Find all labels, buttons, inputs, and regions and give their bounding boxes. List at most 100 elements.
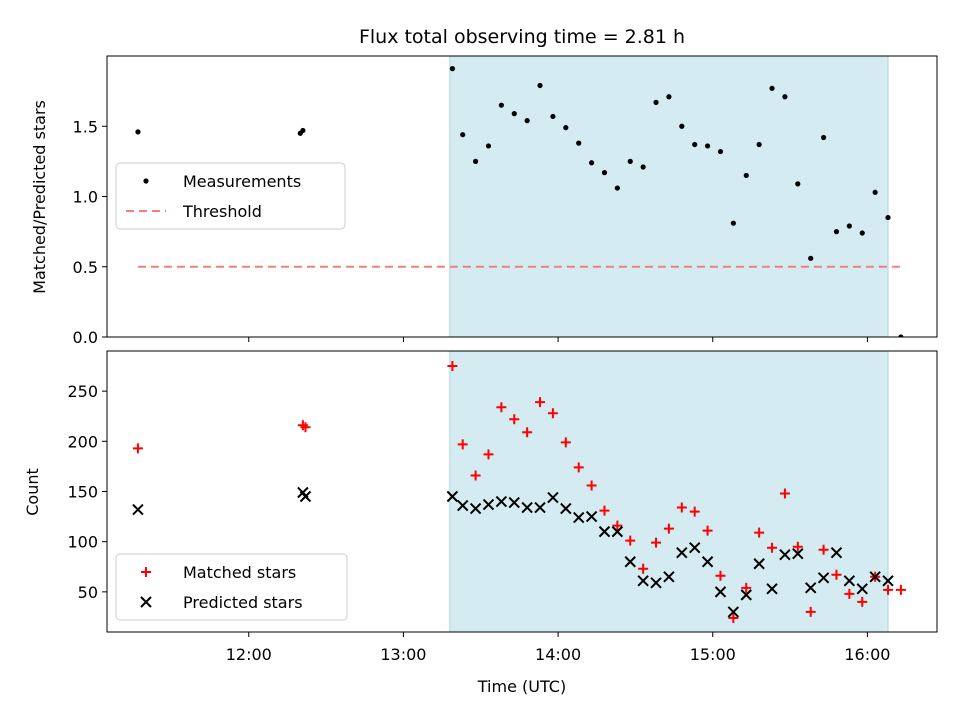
predicted-star-point (856, 583, 868, 595)
predicted-star-point (299, 490, 312, 503)
measurement-point (756, 141, 762, 148)
measurement-point (550, 113, 556, 120)
measurement-point (511, 111, 517, 117)
legend: Matched stars Predicted stars (115, 553, 348, 621)
matched-star-point (754, 527, 765, 538)
y-tick-label: 250 (67, 382, 98, 401)
predicted-star-point (650, 577, 662, 589)
measurement-point (524, 118, 530, 124)
count-panel: 50 100 150 200 250 12:00 13:00 14:00 15:00 16:00 M… (67, 350, 938, 664)
measurement-point (460, 132, 466, 138)
predicted-star-point (637, 575, 649, 587)
x-tick-label: 12:00 (226, 645, 272, 664)
y-axis-label-top: Matched/Predicted stars (30, 100, 49, 294)
matched-star-point (535, 397, 546, 408)
predicted-star-point (714, 586, 727, 598)
matched-star-point (818, 544, 829, 555)
measurement-point (653, 99, 659, 105)
matched-star-point (599, 505, 610, 516)
predicted-star-point (676, 547, 688, 559)
predicted-star-point (817, 572, 830, 584)
matched-star-point (792, 541, 803, 552)
matched-star-point (457, 439, 468, 450)
measurement-point (692, 141, 698, 148)
measurement-point (563, 125, 569, 131)
predicted-star-point (843, 575, 856, 587)
predicted-star-point (560, 502, 572, 515)
plot-area (132, 361, 906, 623)
matched-star-point (447, 361, 458, 372)
predicted-star-point (869, 571, 881, 583)
measurement-point (717, 148, 724, 155)
x-tick-label: 15:00 (690, 645, 736, 664)
matched-star-point (689, 506, 700, 517)
y-tick-label: 0.5 (73, 258, 98, 277)
measurement-point (614, 185, 620, 191)
predicted-star-point (804, 582, 817, 594)
predicted-star-point (585, 510, 598, 523)
matched-star-point (522, 427, 533, 438)
matched-star-point (805, 606, 816, 617)
chart-title: Flux total observing time = 2.81 h (359, 26, 685, 48)
x-tick-label: 13:00 (380, 645, 426, 664)
x-axis-label: Time (UTC) (477, 677, 566, 696)
matched-star-point (857, 596, 868, 607)
matched-star-point (483, 449, 494, 460)
measurement-point (820, 134, 827, 141)
legend-label: Matched stars (183, 563, 296, 582)
plot-area (135, 66, 904, 337)
legend-marker-measurements (143, 178, 149, 184)
matched-star-point (573, 462, 584, 473)
series-x (132, 486, 894, 618)
measurement-point (795, 181, 801, 187)
predicted-star-point (469, 502, 482, 515)
measurement-point (640, 164, 646, 170)
predicted-star-point (688, 541, 701, 554)
matched-star-point (779, 488, 790, 499)
measurement-point (808, 255, 814, 261)
matched-star-point (844, 588, 855, 599)
predicted-star-point (766, 583, 778, 595)
matched-star-point (509, 414, 520, 425)
measurement-point (859, 230, 865, 236)
measurement-point (485, 143, 492, 149)
measurement-point (537, 82, 543, 89)
matched-star-point (895, 584, 906, 595)
matched-star-point (767, 542, 778, 553)
legend-label: Measurements (183, 172, 301, 191)
series-plus (132, 361, 906, 623)
predicted-star-point (624, 556, 636, 568)
predicted-star-point (611, 525, 624, 538)
matched-star-point (470, 470, 481, 481)
legend: Measurements Threshold (115, 162, 346, 230)
predicted-star-point (727, 606, 740, 618)
legend-marker-predicted (140, 596, 152, 608)
ratio-panel: 0.0 0.5 1.0 1.5 Measurements Threshold (73, 55, 938, 347)
measurement-point (601, 170, 608, 176)
predicted-star-point (573, 511, 585, 524)
predicted-star-point (663, 571, 675, 583)
predicted-star-point (457, 499, 469, 512)
predicted-star-point (547, 491, 559, 504)
matched-star-point (702, 525, 713, 536)
measurement-point (872, 189, 878, 195)
predicted-star-point (446, 490, 459, 503)
y-tick-label: 1.5 (73, 117, 98, 136)
measurement-point (588, 160, 595, 166)
y-axis-label-bottom: Count (23, 468, 42, 516)
matched-star-point (300, 422, 311, 433)
measurement-point (449, 66, 456, 72)
matched-star-point (651, 537, 662, 548)
predicted-star-point (882, 575, 894, 587)
matched-star-point (496, 402, 507, 413)
y-tick-label: 100 (67, 533, 98, 552)
predicted-star-point (482, 498, 495, 511)
predicted-star-point (495, 495, 508, 508)
matched-star-point (728, 612, 739, 623)
y-tick-label: 0.0 (73, 328, 98, 347)
measurement-point (576, 140, 582, 146)
y-tick-label: 200 (67, 432, 98, 451)
predicted-star-point (132, 503, 144, 516)
measurement-point (666, 94, 672, 100)
